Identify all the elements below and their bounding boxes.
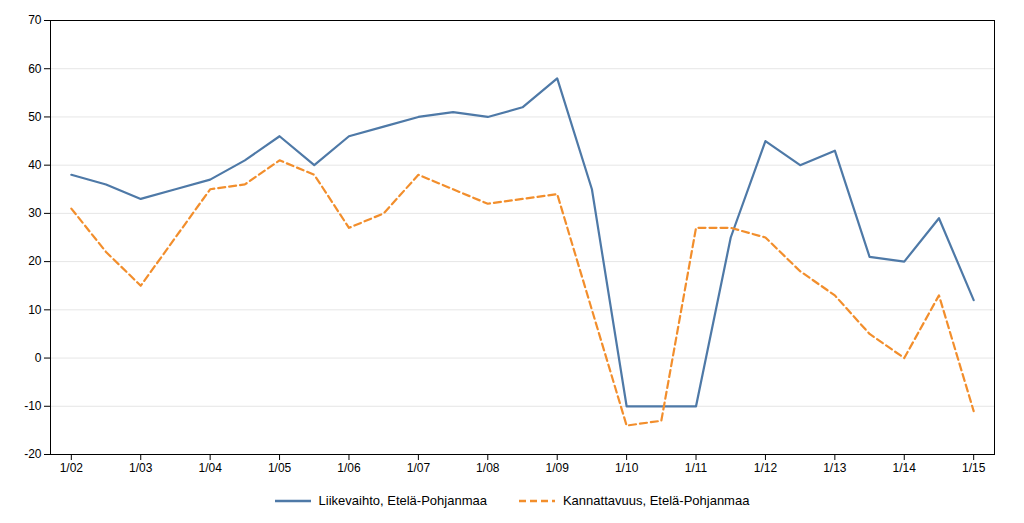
svg-text:20: 20 [28,254,42,268]
svg-text:1/02: 1/02 [60,461,84,475]
svg-text:1/03: 1/03 [129,461,153,475]
svg-text:30: 30 [28,206,42,220]
svg-text:1/08: 1/08 [476,461,500,475]
svg-text:1/13: 1/13 [823,461,847,475]
svg-text:-20: -20 [24,447,42,461]
svg-text:1/06: 1/06 [337,461,361,475]
svg-text:1/09: 1/09 [546,461,570,475]
svg-text:1/15: 1/15 [962,461,986,475]
svg-text:60: 60 [28,62,42,76]
svg-text:10: 10 [28,303,42,317]
html-text:Kannattavuus, Etelä-Pohjanmaa: Kannattavuus, Etelä-Pohjanmaa [563,493,750,508]
svg-text:0: 0 [35,351,42,365]
svg-text:1/11: 1/11 [685,461,708,475]
svg-text:70: 70 [28,13,42,27]
svg-text:1/10: 1/10 [615,461,639,475]
svg-text:1/04: 1/04 [198,461,222,475]
svg-text:50: 50 [28,110,42,124]
svg-text:-10: -10 [24,399,42,413]
svg-text:1/14: 1/14 [893,461,917,475]
svg-text:40: 40 [28,158,42,172]
svg-text:1/12: 1/12 [754,461,778,475]
svg-text:1/05: 1/05 [268,461,292,475]
svg-text:1/07: 1/07 [407,461,431,475]
html-text:Liikevaihto, Etelä-Pohjanmaa: Liikevaihto, Etelä-Pohjanmaa [318,493,487,508]
